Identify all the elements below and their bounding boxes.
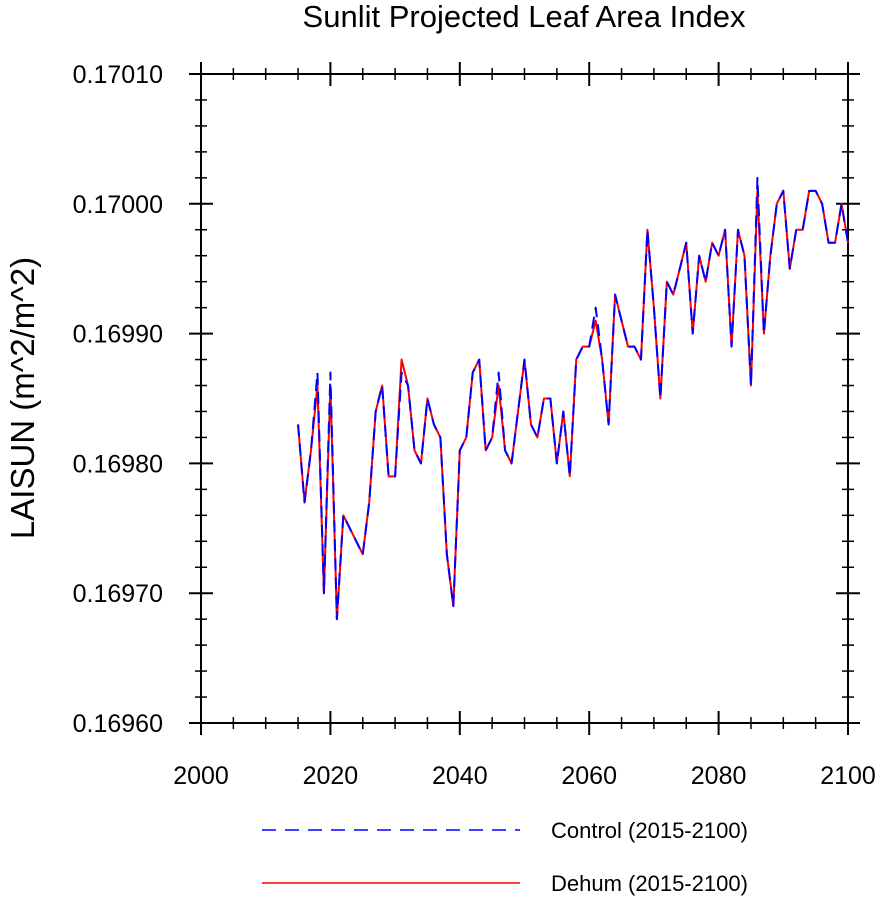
y-tick-label: 0.17000 [73,191,163,219]
legend: Control (2015-2100) Dehum (2015-2100) [262,818,748,896]
x-tick-label: 2000 [173,762,229,790]
tick-labels: 2000 2020 2040 2060 2080 2100 0.16960 0.16970 0.… [73,61,876,790]
x-tick-label: 2020 [303,762,359,790]
series-lines [297,176,849,621]
plot-frame [200,73,849,724]
axis-ticks [189,62,860,735]
chart-title: Sunlit Projected Leaf Area Index [303,0,746,34]
series-line-control [297,176,849,621]
y-tick-label: 0.16970 [73,580,163,608]
legend-label-dehum: Dehum (2015-2100) [551,871,748,896]
y-tick-label: 0.17010 [73,61,163,89]
y-tick-label: 0.16980 [73,450,163,478]
legend-label-control: Control (2015-2100) [551,818,748,843]
y-tick-label: 0.16960 [73,710,163,738]
x-tick-label: 2060 [561,762,617,790]
y-axis-label: LAISUN (m^2/m^2) [4,257,41,539]
x-tick-label: 2100 [820,762,876,790]
x-tick-label: 2040 [432,762,488,790]
x-tick-label: 2080 [691,762,747,790]
y-tick-label: 0.16990 [73,321,163,349]
